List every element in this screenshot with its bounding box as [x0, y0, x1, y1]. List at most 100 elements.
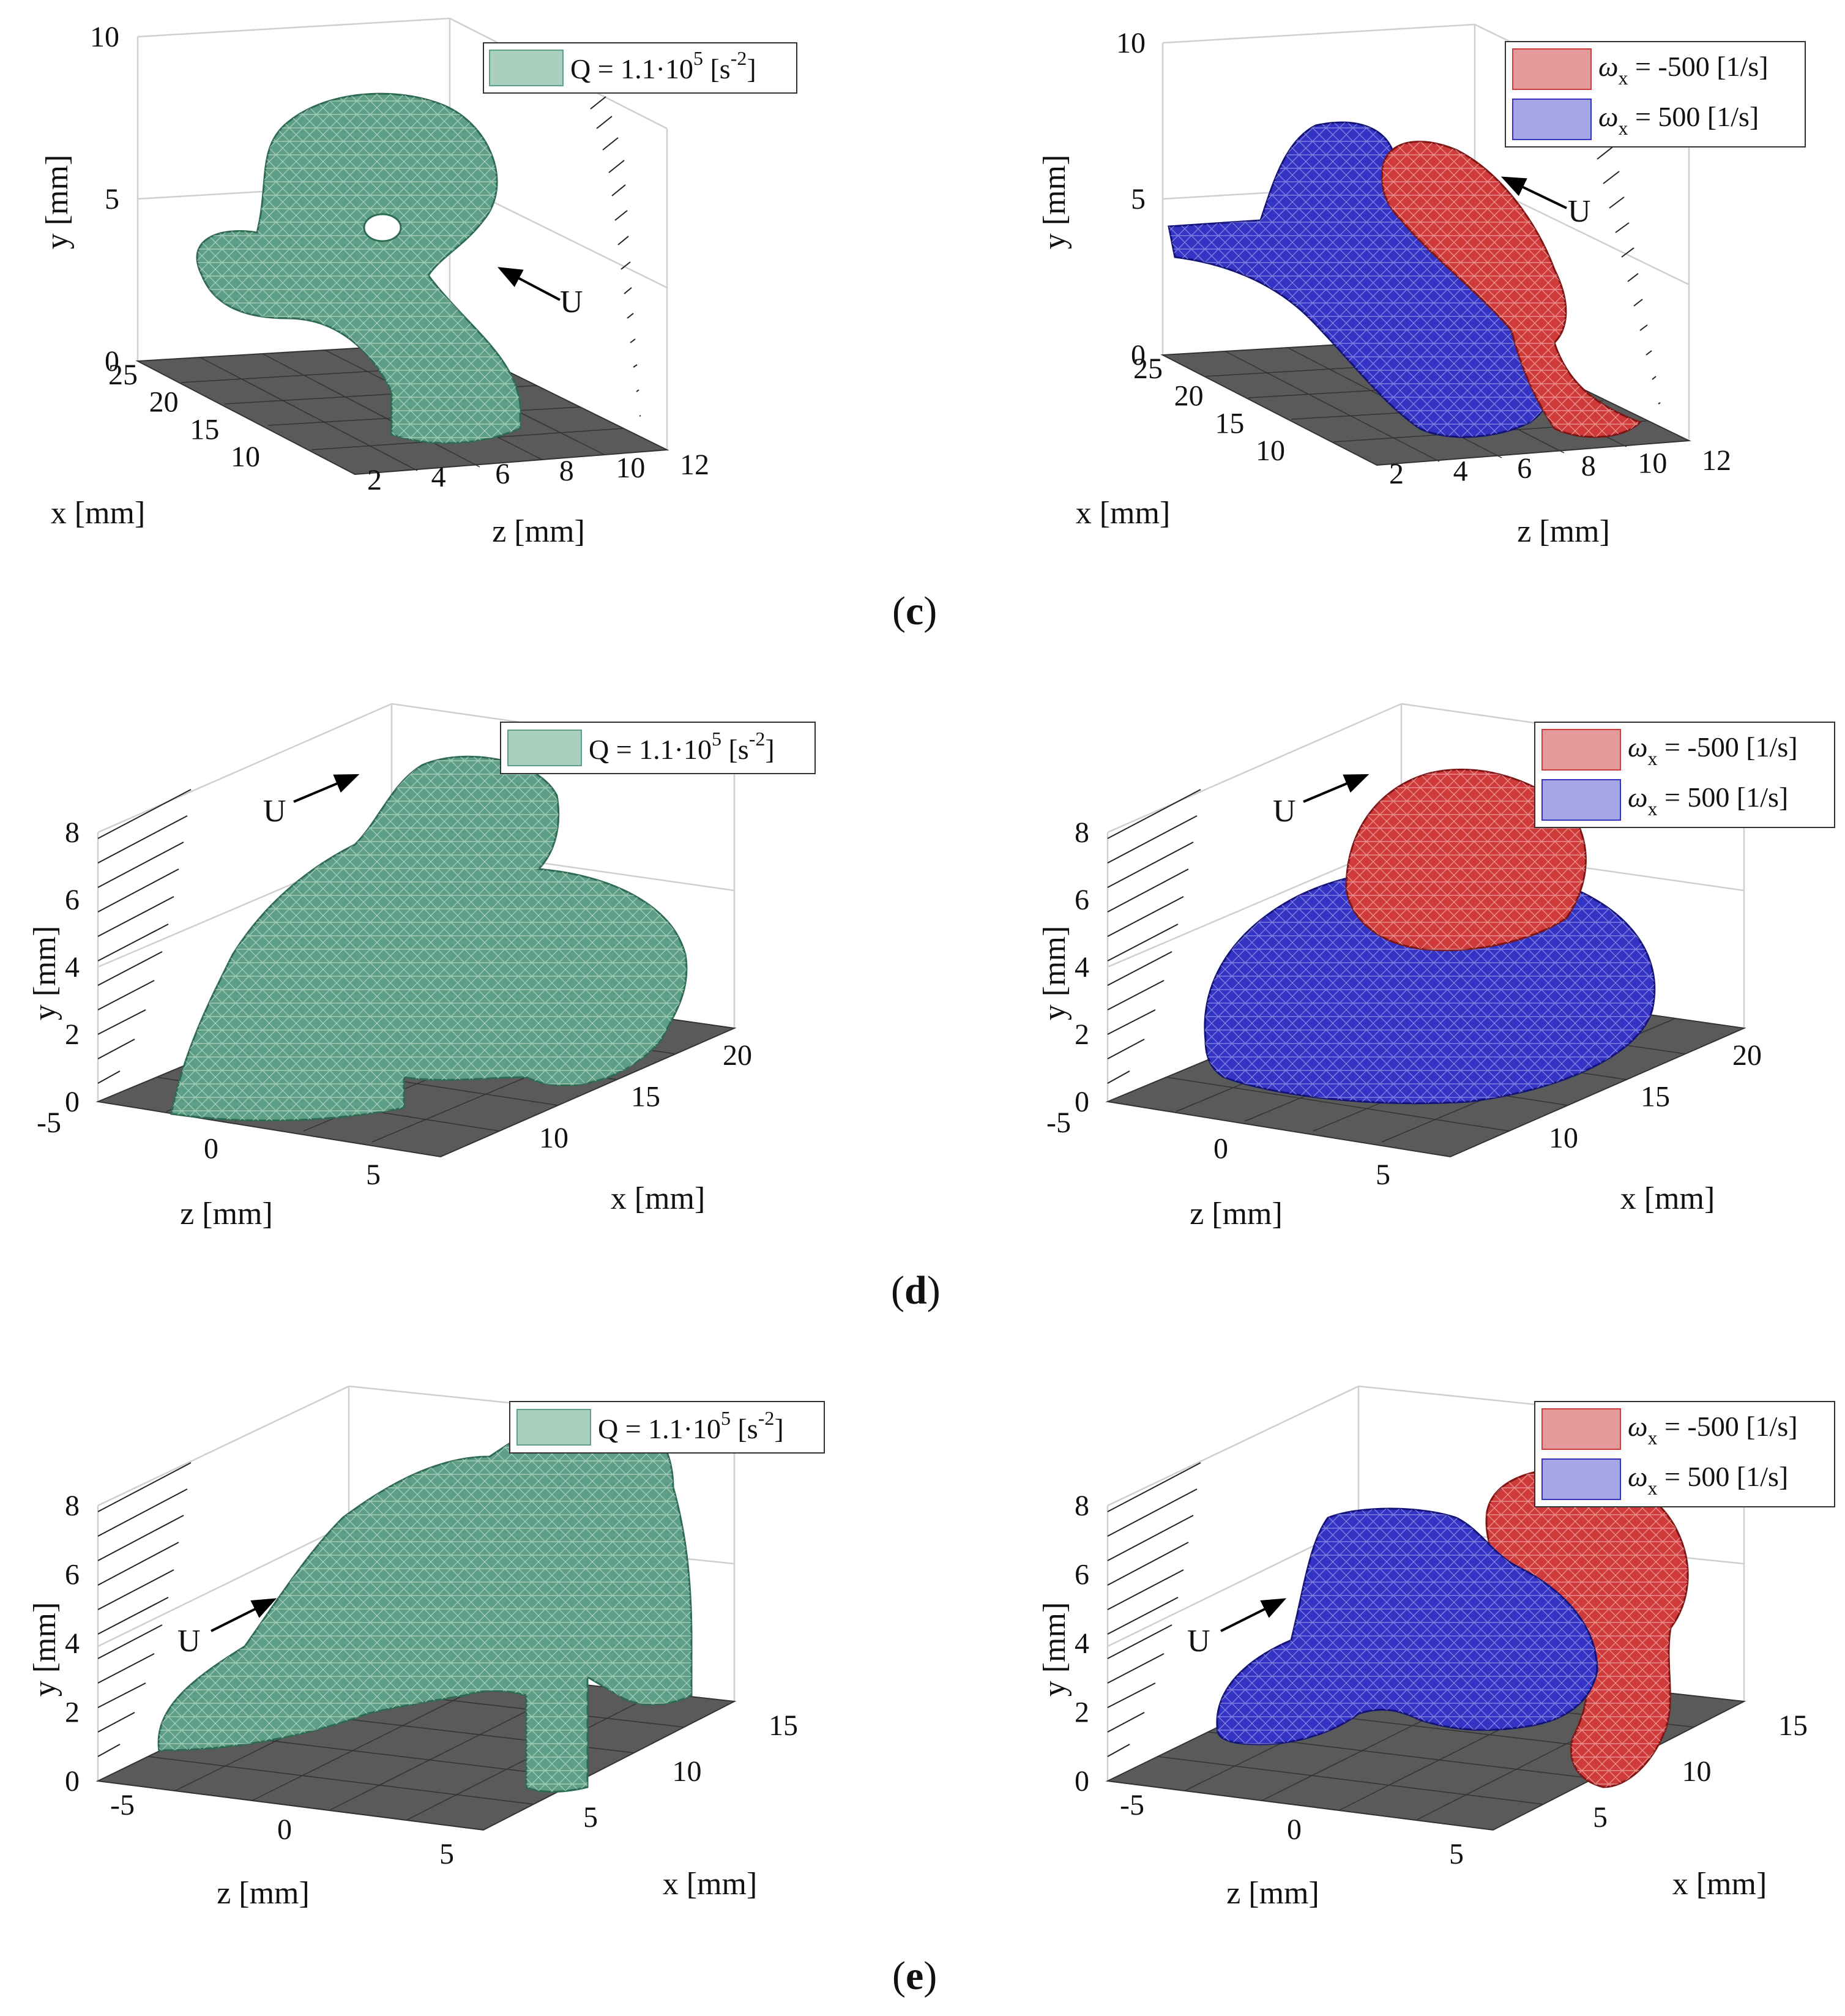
x-axis-label: x [mm]	[611, 1181, 706, 1216]
svg-text:ωx = 500 [1/s]: ωx = 500 [1/s]	[1628, 782, 1788, 819]
legend-swatch-negative	[1541, 729, 1621, 771]
flow-arrow	[1220, 1598, 1287, 1632]
z-axis-label: z [mm]	[217, 1876, 310, 1911]
z-axis-label: z [mm]	[1517, 514, 1610, 549]
y-tick-label: 5	[1131, 183, 1146, 215]
x-tick-label: 20	[1174, 380, 1204, 413]
z-tick-label: -5	[37, 1107, 61, 1139]
y-tick-label: 0	[1075, 1086, 1089, 1118]
x-tick-label: 5	[1593, 1801, 1608, 1834]
x-tick-label: 25	[1133, 353, 1163, 385]
inflow-profile-arrows	[97, 789, 192, 1084]
x-tick-label: 10	[673, 1755, 702, 1788]
y-tick-label: 8	[1075, 1490, 1089, 1522]
z-tick-label: 10	[616, 452, 645, 484]
z-tick-label: 0	[1213, 1133, 1228, 1165]
legend-swatch-negative	[1512, 48, 1592, 90]
y-tick-label: 0	[1131, 339, 1146, 371]
z-tick-label: 12	[680, 449, 709, 481]
y-tick-label: 0	[65, 1765, 80, 1798]
y-tick-label: 6	[1075, 1559, 1089, 1591]
y-tick-label: 6	[1075, 884, 1089, 916]
y-tick-label: 8	[65, 816, 80, 849]
x-tick-label: 15	[1778, 1709, 1808, 1742]
x-axis-label: x [mm]	[1076, 496, 1171, 531]
y-axis-label: y [mm]	[28, 926, 62, 1021]
y-tick-label: 2	[1075, 1697, 1089, 1729]
legend-box: Q = 1.1·105 [s-2]	[509, 1401, 825, 1454]
legend-swatch-q	[489, 50, 564, 86]
z-tick-label: 5	[366, 1159, 381, 1191]
flow-arrow	[211, 1598, 277, 1632]
flow-arrow-label: U	[1568, 194, 1591, 229]
x-tick-label: 10	[1256, 435, 1285, 467]
legend-box: ωx = -500 [1/s] ωx = 500 [1/s]	[1505, 41, 1806, 147]
y-axis-label: y [mm]	[1037, 1602, 1072, 1697]
panel-e-left: U Q = 1.1·105 [s-2]	[95, 1385, 825, 1831]
y-axis-label: y [mm]	[40, 155, 75, 250]
y-tick-label: 0	[105, 345, 119, 378]
legend-swatch-negative	[1541, 1408, 1621, 1450]
x-tick-label: 20	[1732, 1039, 1762, 1072]
flow-arrow-label: U	[177, 1624, 201, 1659]
inflow-profile-arrows	[97, 1462, 192, 1757]
flow-arrow	[1303, 774, 1370, 803]
flow-arrow-label: U	[1273, 794, 1296, 829]
x-axis-label: x [mm]	[1672, 1867, 1767, 1902]
panel-label-d: (d)	[891, 1268, 941, 1313]
legend-swatch-positive	[1541, 779, 1621, 821]
y-tick-label: 8	[1075, 816, 1089, 849]
y-tick-label: 5	[105, 183, 119, 215]
y-tick-label: 4	[1075, 951, 1089, 984]
flow-arrow-label: U	[560, 285, 583, 319]
x-tick-label: 10	[1682, 1755, 1712, 1788]
y-tick-label: 0	[1075, 1765, 1089, 1798]
z-tick-label: 6	[1517, 452, 1532, 485]
x-tick-label: 10	[1549, 1122, 1578, 1154]
z-tick-label: -5	[1046, 1107, 1071, 1139]
z-tick-label: 4	[431, 461, 446, 493]
z-tick-label: 2	[1389, 458, 1404, 490]
flow-arrow-label: U	[1187, 1624, 1210, 1659]
isosurface-q	[157, 1406, 693, 1793]
y-axis-label: y [mm]	[1037, 926, 1072, 1021]
panel-label-e: (e)	[892, 1954, 937, 1998]
x-tick-label: 15	[190, 413, 219, 446]
svg-text:ωx = -500 [1/s]: ωx = -500 [1/s]	[1628, 731, 1798, 769]
isosurface-q	[196, 92, 521, 444]
y-tick-label: 4	[65, 1627, 80, 1660]
svg-text:Q = 1.1·105 [s-2]: Q = 1.1·105 [s-2]	[589, 728, 775, 765]
inflow-profile-arrows	[1597, 145, 1661, 405]
svg-text:ωx = 500 [1/s]: ωx = 500 [1/s]	[1598, 101, 1759, 139]
z-tick-label: 0	[277, 1813, 292, 1846]
flow-arrow	[497, 267, 561, 301]
inflow-profile-arrows	[590, 96, 641, 417]
svg-text:ωx = -500 [1/s]: ωx = -500 [1/s]	[1628, 1411, 1798, 1449]
svg-text:Q = 1.1·105 [s-2]: Q = 1.1·105 [s-2]	[570, 47, 756, 84]
x-tick-label: 20	[723, 1039, 752, 1072]
svg-text:Q = 1.1·105 [s-2]: Q = 1.1·105 [s-2]	[598, 1407, 784, 1444]
legend-box: ωx = -500 [1/s] ωx = 500 [1/s]	[1534, 1401, 1835, 1507]
panel-c-left: U Q = 1.1·105 [s-2]	[135, 17, 797, 476]
z-tick-label: 5	[1449, 1838, 1464, 1870]
y-tick-label: 8	[65, 1490, 80, 1522]
svg-text:ωx = -500 [1/s]: ωx = -500 [1/s]	[1598, 51, 1769, 89]
flow-arrow	[1500, 176, 1567, 209]
isosurface-omega-negative	[1381, 140, 1642, 438]
x-tick-label: 15	[769, 1709, 798, 1742]
z-tick-label: 0	[1287, 1813, 1302, 1846]
legend-swatch-positive	[1541, 1458, 1621, 1500]
inflow-profile-arrows	[1107, 1462, 1201, 1757]
y-tick-label: 2	[65, 1697, 80, 1729]
z-axis-label: z [mm]	[492, 514, 585, 549]
x-axis-label: x [mm]	[1620, 1181, 1715, 1216]
y-tick-label: 4	[1075, 1627, 1089, 1660]
z-tick-label: 6	[495, 458, 510, 490]
legend-box: Q = 1.1·105 [s-2]	[500, 722, 816, 774]
z-tick-label: 5	[1376, 1159, 1390, 1191]
z-tick-label: 8	[1581, 450, 1596, 482]
legend-box: ωx = -500 [1/s] ωx = 500 [1/s]	[1534, 722, 1835, 828]
panel-d-right: U ωx = -500 [1/s] ωx = 500 [1/s]	[1105, 703, 1835, 1158]
x-tick-label: 20	[149, 386, 179, 419]
